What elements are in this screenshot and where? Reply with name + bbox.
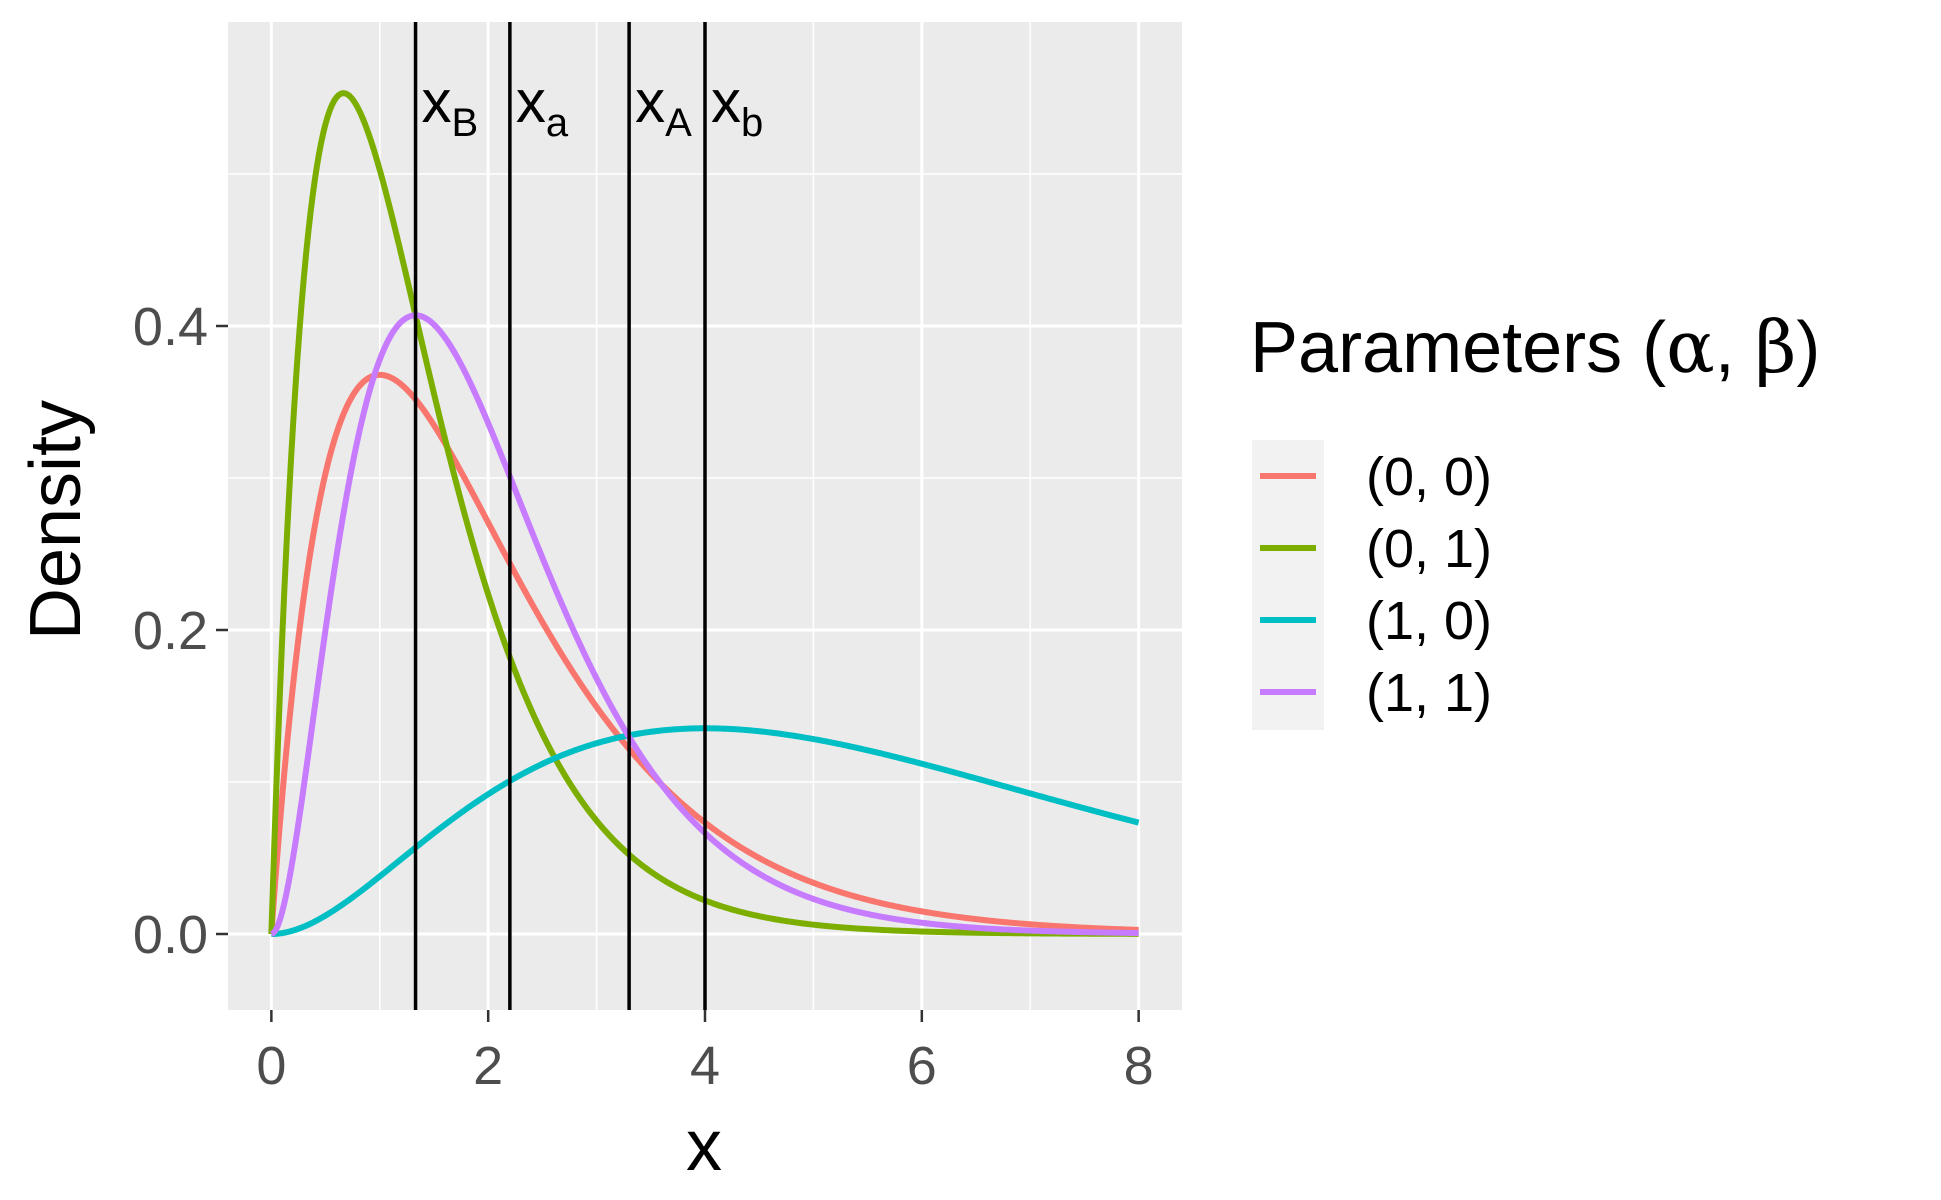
reference-line-label-subscript: A [665,101,692,145]
x-tick-label: 4 [690,1036,720,1096]
x-tick-label: 0 [256,1036,286,1096]
x-tick-label: 6 [907,1036,937,1096]
legend-label-3: (1, 0) [1366,591,1492,651]
legend-title-alpha: α [1666,305,1715,389]
reference-line-label-base: x [516,68,546,135]
vertical-reference-lines: xB xa xA xb [413,22,763,1010]
x-axis-title: x [686,1106,722,1186]
x-tick-label: 8 [1124,1036,1154,1096]
reference-line-label-base: x [711,68,741,135]
y-tick-label: 0.2 [133,601,208,661]
legend-label-4: (1, 1) [1366,663,1492,723]
reference-line-label-subscript: a [546,101,569,145]
reference-line-label-base: x [635,68,665,135]
reference-line-label-subscript: B [452,101,479,145]
reference-line-label-3: xA [635,68,692,145]
reference-line-label-subscript: b [741,101,763,145]
legend-label-2: (0, 1) [1366,519,1492,579]
reference-line-label-2: xa [516,68,569,145]
reference-line-label-4: xb [711,68,763,145]
legend-title-separator: , [1715,308,1755,388]
reference-line-label-base: x [422,68,452,135]
x-tick-label: 2 [473,1036,503,1096]
legend-label-1: (0, 0) [1366,447,1492,507]
y-axis-title: Density [16,400,96,640]
legend-items: (0, 0) (0, 1) (1, 0) (1, 1) [1260,447,1492,723]
legend-title-suffix: ) [1796,308,1820,388]
legend: Parameters (α, β) (0, 0) (0, 1) (1, 0) (1, … [1250,305,1820,730]
y-tick-label: 0.0 [133,905,208,965]
legend-title-prefix: Parameters ( [1250,308,1666,388]
x-axis: 0 2 4 6 8 [256,1010,1154,1096]
y-tick-label: 0.4 [133,297,208,357]
legend-title: Parameters (α, β) [1250,305,1820,389]
legend-title-beta: β [1755,305,1797,389]
reference-line-label-1: xB [422,68,479,145]
y-axis: 0.0 0.2 0.4 [133,297,228,965]
legend-key-background [1252,440,1324,730]
